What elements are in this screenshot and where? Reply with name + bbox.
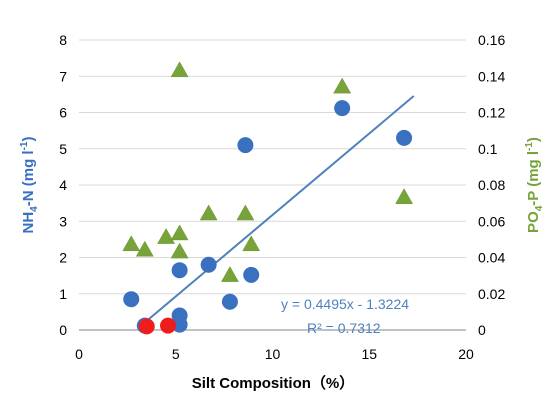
r-squared-label: R² = 0.7312: [307, 320, 381, 336]
x-tick-label: 10: [265, 346, 281, 362]
left-y-axis-title-superscript: -1: [19, 141, 30, 150]
po4-marker: [122, 235, 141, 252]
tick-labels: 0 1 2 3 4 5 6 7 8 0 0.02 0.04 0.06 0.08 0.1 0.12 0.14 0.1…: [59, 32, 505, 362]
nh4-marker: [171, 262, 188, 279]
y-left-tick-label: 5: [59, 141, 67, 157]
nh4-marker: [243, 266, 260, 283]
gridlines: [79, 39, 466, 295]
right-y-axis-title: PO4-P (mg l-1): [524, 137, 545, 233]
trendline-layer: [142, 95, 415, 325]
y-left-tick-label: 1: [59, 286, 67, 302]
po4-marker: [170, 61, 189, 78]
trendline: [142, 95, 415, 325]
y-right-tick-label: 0: [478, 322, 486, 338]
y-left-tick-label: 2: [59, 250, 67, 266]
left-y-axis-title-end: ): [20, 137, 37, 142]
left-y-axis-title: NH4-N (mg l-1): [19, 137, 40, 234]
nh4-marker: [221, 293, 238, 310]
nh4-marker: [396, 129, 413, 146]
po4-marker: [157, 228, 176, 244]
left-y-axis-title-rest: -N (mg l: [20, 150, 37, 206]
nh4-marker: [123, 291, 140, 308]
y-right-tick-label: 0.1: [478, 141, 498, 157]
y-left-tick-label: 3: [59, 213, 67, 229]
y-right-tick-label: 0.08: [478, 177, 505, 193]
po4-marker: [242, 235, 261, 252]
right-y-axis-title-superscript: -1: [524, 142, 535, 151]
x-axis-title: Silt Composition（%）: [192, 374, 355, 392]
po4-marker: [236, 204, 255, 221]
y-right-tick-label: 0.14: [478, 68, 505, 84]
y-left-tick-label: 0: [59, 322, 67, 338]
po4-marker: [170, 224, 189, 241]
data-markers: [122, 61, 414, 335]
y-right-tick-label: 0.12: [478, 105, 505, 121]
nh4-marker: [334, 100, 351, 117]
po4-marker: [199, 204, 218, 221]
y-left-tick-label: 4: [59, 177, 67, 193]
x-tick-label: 15: [361, 346, 377, 362]
po4-marker: [395, 188, 414, 204]
po4-marker: [221, 266, 239, 282]
highlight-marker: [138, 318, 155, 335]
po4-marker: [170, 242, 189, 259]
nh4-marker: [237, 137, 254, 154]
y-right-tick-label: 0.06: [478, 213, 505, 229]
left-y-axis-title-subscript: 4: [29, 206, 40, 212]
trendline-equation: y = 0.4495x - 1.3224: [281, 296, 409, 312]
po4-marker: [135, 240, 154, 257]
nh4-marker: [171, 316, 188, 333]
po4-marker: [333, 77, 352, 94]
y-right-tick-label: 0.04: [478, 250, 505, 266]
y-left-tick-label: 8: [59, 32, 67, 48]
y-left-tick-label: 7: [59, 68, 67, 84]
y-right-tick-label: 0.16: [478, 32, 505, 48]
highlight-marker: [160, 317, 177, 334]
y-right-tick-label: 0.02: [478, 286, 505, 302]
left-y-axis-title-main: NH: [20, 212, 37, 234]
x-tick-label: 20: [458, 346, 474, 362]
right-y-axis-title-end: ): [525, 137, 542, 142]
right-y-axis-title-rest: -P (mg l: [525, 151, 542, 206]
x-tick-label: 0: [75, 346, 83, 362]
right-y-axis-title-subscript: 4: [534, 205, 545, 211]
x-tick-label: 5: [172, 346, 180, 362]
right-y-axis-title-main: PO: [525, 211, 542, 233]
y-left-tick-label: 6: [59, 105, 67, 121]
nh4-marker: [200, 256, 217, 273]
